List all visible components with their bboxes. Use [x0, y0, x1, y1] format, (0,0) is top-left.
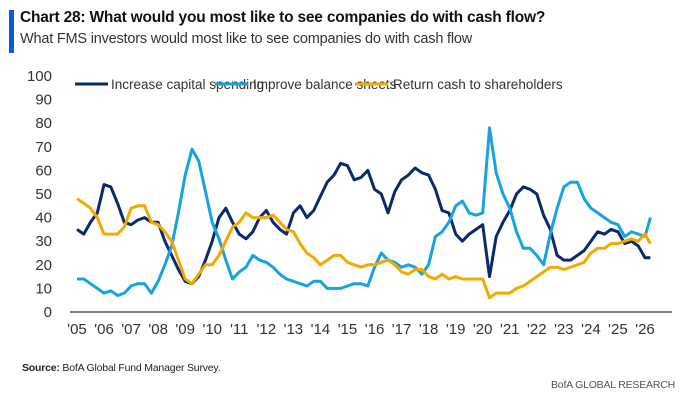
source-label: Source: [22, 362, 60, 374]
title-accent-bar [9, 10, 14, 53]
series-line-return-cash-to-shareholders [76, 197, 652, 300]
y-tick-label: 40 [35, 210, 52, 227]
y-tick-label: 10 [35, 280, 52, 297]
x-tick-label: '08 [148, 321, 168, 338]
x-tick-label: '14 [311, 321, 331, 338]
x-tick-label: '24 [581, 321, 601, 338]
source-note: Source: BofA Global Fund Manager Survey. [22, 362, 221, 374]
y-tick-label: 20 [35, 257, 52, 274]
chart-title: Chart 28: What would you most like to se… [20, 9, 546, 26]
x-tick-label: '26 [635, 321, 655, 338]
y-tick-label: 50 [35, 186, 52, 203]
y-tick-label: 60 [35, 162, 52, 179]
x-tick-label: '13 [284, 321, 304, 338]
y-tick-label: 80 [35, 115, 52, 132]
x-tick-label: '06 [94, 321, 114, 338]
line-chart: 0 10 20 30 40 50 60 70 80 90 100 '05 '06 '07 '08 '09 '1… [27, 68, 672, 338]
x-tick-label: '10 [202, 321, 222, 338]
chart-subtitle: What FMS investors would most like to se… [20, 31, 472, 47]
legend-label: Increase capital spending [111, 77, 264, 92]
x-tick-label: '09 [175, 321, 195, 338]
y-tick-label: 90 [35, 92, 52, 109]
y-axis: 0 10 20 30 40 50 60 70 80 90 100 [27, 68, 52, 321]
brand-footer: BofA GLOBAL RESEARCH [551, 379, 675, 391]
x-tick-label: '22 [527, 321, 547, 338]
y-tick-label: 70 [35, 139, 52, 156]
x-tick-label: '25 [608, 321, 628, 338]
x-tick-label: '19 [446, 321, 466, 338]
y-tick-label: 100 [27, 68, 52, 85]
x-tick-label: '17 [392, 321, 412, 338]
x-tick-label: '21 [500, 321, 520, 338]
x-tick-label: '12 [257, 321, 277, 338]
y-tick-label: 30 [35, 233, 52, 250]
x-tick-label: '07 [121, 321, 141, 338]
x-tick-label: '20 [473, 321, 493, 338]
x-axis: '05 '06 '07 '08 '09 '10 '11 '12 '13 '14 '15 '16 '17 '… [67, 321, 655, 338]
x-tick-label: '15 [338, 321, 358, 338]
x-tick-label: '23 [554, 321, 574, 338]
series-line-increase-capital-spending [76, 161, 651, 286]
x-tick-label: '05 [67, 321, 87, 338]
x-tick-label: '18 [419, 321, 439, 338]
y-tick-label: 0 [44, 304, 52, 321]
x-tick-label: '11 [230, 321, 248, 338]
legend-label: Return cash to shareholders [393, 77, 563, 92]
x-tick-label: '16 [365, 321, 385, 338]
series-lines [76, 126, 652, 300]
legend-label: Improve balance sheets [253, 77, 397, 92]
source-text: BofA Global Fund Manager Survey. [59, 362, 221, 374]
